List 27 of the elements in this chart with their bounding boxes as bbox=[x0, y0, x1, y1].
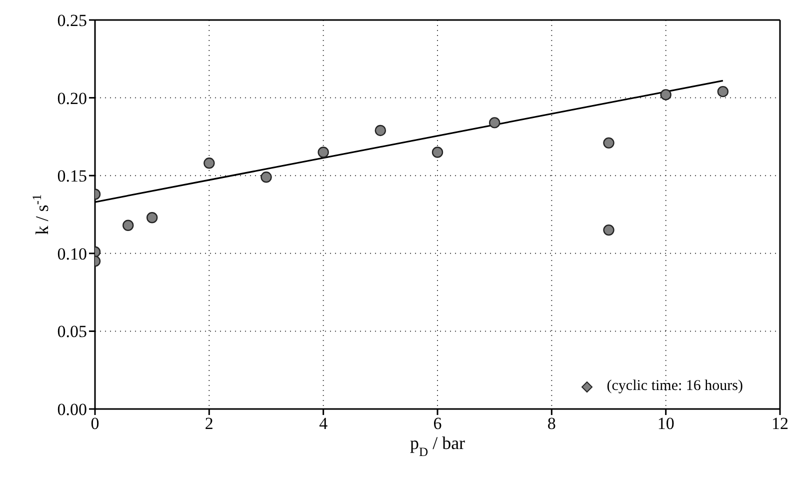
y-tick-label: 0.25 bbox=[57, 11, 87, 30]
point bbox=[122, 220, 134, 231]
x-tick-label: 10 bbox=[657, 414, 674, 434]
y-tick-label: 0.20 bbox=[57, 88, 87, 108]
point bbox=[660, 89, 672, 100]
point bbox=[318, 146, 329, 158]
legend-label: (cyclic time: 16 hours) bbox=[606, 378, 743, 395]
point bbox=[603, 137, 614, 149]
x-tick-label: 6 bbox=[433, 414, 442, 434]
y-tick-label: 0.15 bbox=[57, 166, 87, 186]
point bbox=[432, 146, 444, 158]
point bbox=[146, 212, 158, 224]
point bbox=[488, 117, 500, 128]
point bbox=[260, 172, 272, 183]
x-axis-title: p$_{D}$ / bar bbox=[410, 433, 466, 459]
x-tick-label: 4 bbox=[319, 414, 328, 434]
x-tick-label: 8 bbox=[547, 414, 556, 434]
point bbox=[603, 224, 614, 236]
y-tick-label: 0.05 bbox=[57, 322, 87, 342]
x-tick-label: 12 bbox=[772, 414, 788, 434]
point bbox=[717, 86, 729, 98]
point bbox=[204, 158, 215, 169]
x-tick-label: 0 bbox=[90, 414, 100, 434]
y-tick-label: 0.10 bbox=[57, 244, 87, 264]
x-tick-label: 2 bbox=[204, 414, 214, 434]
y-tick-label: 0.00 bbox=[57, 400, 87, 420]
point bbox=[374, 124, 386, 136]
